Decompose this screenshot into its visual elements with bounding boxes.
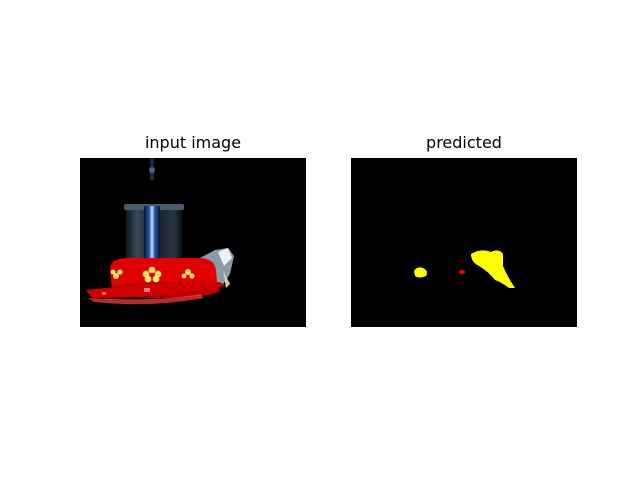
flower-port (142, 266, 162, 283)
mask-region-small (414, 267, 427, 278)
input-image-title: input image (144, 133, 242, 152)
segmentation-mask (414, 250, 515, 288)
nectar-tube (144, 206, 160, 264)
predicted-title: predicted (426, 133, 502, 152)
input-image-panel (80, 158, 306, 327)
mask-region-large (471, 250, 515, 288)
mask-region-red (459, 270, 465, 274)
feeder-photo (86, 158, 234, 305)
predicted-mask-panel (351, 158, 577, 327)
